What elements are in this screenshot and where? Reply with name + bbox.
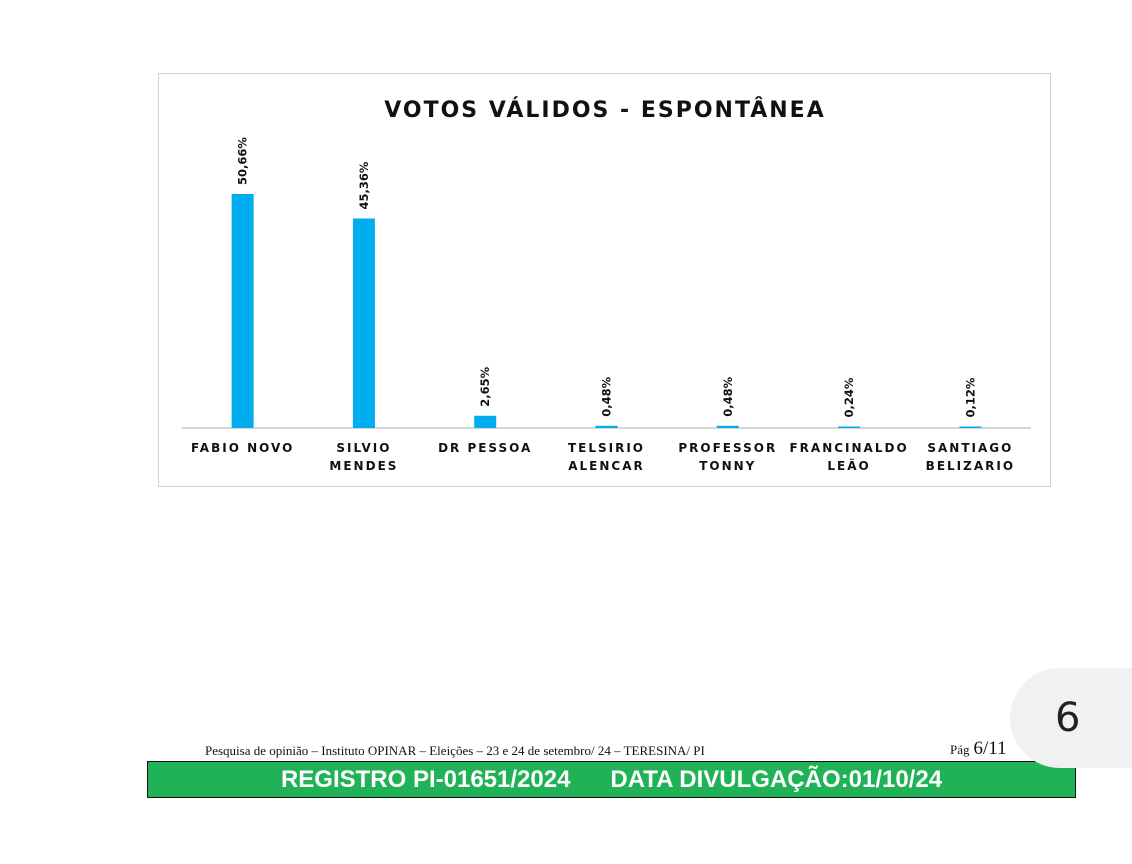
bar-6: [838, 426, 861, 428]
divulgacao-text: DATA DIVULGAÇÃO:01/10/24: [610, 765, 943, 793]
registro-text: REGISTRO PI-01651/2024: [280, 765, 571, 793]
value-label-5: 0,48%: [721, 376, 735, 416]
value-label-3: 2,65%: [478, 366, 492, 406]
category-label-7-line-2: BELIZARIO: [926, 459, 1015, 473]
chart-title: VOTOS VÁLIDOS - ESPONTÂNEA: [384, 97, 825, 123]
category-label-3-line-1: DR PESSOA: [438, 441, 532, 455]
chart-frame: VOTOS VÁLIDOS - ESPONTÂNEA 50,66% FABIO NO…: [158, 73, 1051, 487]
value-label-6: 0,24%: [842, 377, 856, 417]
category-label-6-line-2: LEÃO: [827, 458, 870, 473]
category-label-2-line-1: SILVIO: [336, 441, 391, 455]
page-label: Pág: [950, 742, 970, 757]
category-label-1-line-1: FABIO NOVO: [191, 441, 294, 455]
category-label-5-line-1: PROFESSOR: [678, 441, 777, 455]
value-label-2: 45,36%: [357, 161, 371, 209]
category-label-4-line-1: TELSIRIO: [568, 441, 645, 455]
bar-4: [595, 425, 618, 428]
value-label-7: 0,12%: [963, 377, 977, 417]
category-label-4-line-2: ALENCAR: [568, 459, 645, 473]
bar-5: [716, 425, 739, 428]
category-label-5-line-2: TONNY: [699, 459, 756, 473]
page-tab[interactable]: [1010, 668, 1132, 768]
page-tab-number[interactable]: 6: [1055, 695, 1081, 741]
bar-chart: VOTOS VÁLIDOS - ESPONTÂNEA 50,66% FABIO NO…: [182, 97, 1031, 473]
page-number: Pág 6/11: [950, 738, 1007, 760]
bar-1: [231, 194, 254, 428]
bar-2: [352, 218, 375, 428]
page-value: 6/11: [973, 738, 1007, 759]
value-label-4: 0,48%: [600, 376, 614, 416]
registration-banner: REGISTRO PI-01651/2024 DATA DIVULGAÇÃO:0…: [147, 761, 1076, 798]
category-label-7-line-1: SANTIAGO: [927, 441, 1013, 455]
category-label-2-line-2: MENDES: [329, 459, 398, 473]
bar-7: [959, 426, 982, 428]
category-label-6-line-1: FRANCINALDO: [789, 441, 908, 455]
bar-3: [474, 415, 497, 428]
value-label-1: 50,66%: [236, 137, 250, 185]
footer-caption: Pesquisa de opinião – Instituto OPINAR –…: [205, 743, 705, 758]
